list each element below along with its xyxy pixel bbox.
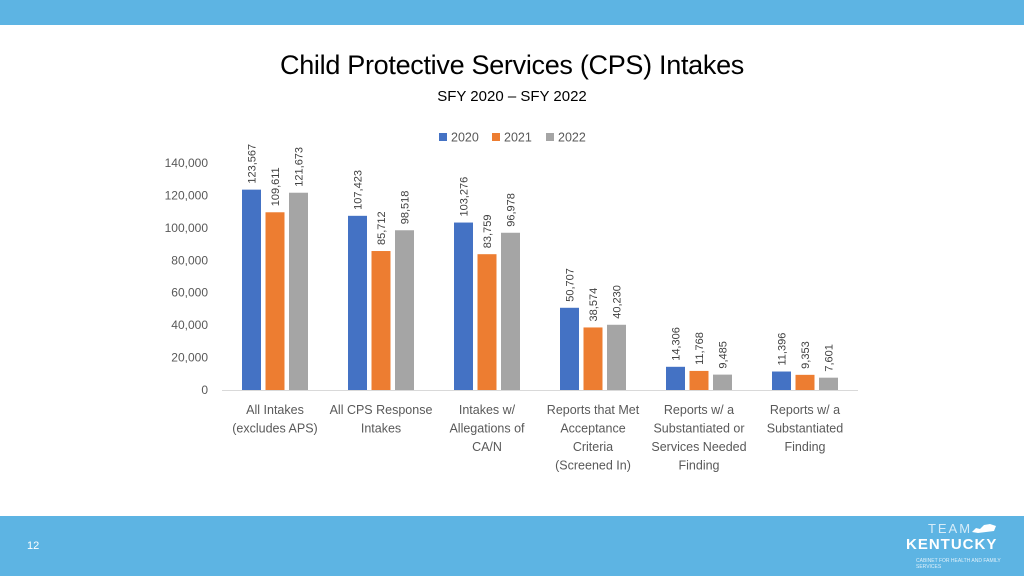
data-label-2022-cat4: 9,485 (718, 341, 730, 369)
category-label-5-line1: Substantiated (767, 422, 843, 436)
bar-2020-cat1 (348, 215, 367, 390)
bar-2022-cat5 (819, 377, 838, 390)
data-label-2021-cat1: 85,712 (376, 211, 388, 245)
bar-2022-cat4 (713, 374, 732, 390)
data-label-2021-cat4: 11,768 (694, 332, 706, 365)
bar-2022-cat0 (289, 192, 308, 390)
data-label-2021-cat2: 83,759 (482, 215, 494, 249)
data-label-2020-cat2: 103,276 (459, 177, 471, 217)
bar-2021-cat3 (583, 327, 603, 390)
bar-chart: 0 20,000 40,000 60,000 80,000 100,000 120,000 1… (165, 131, 858, 473)
data-label-2021-cat0: 109,611 (270, 167, 282, 206)
top-band (0, 0, 1024, 25)
category-label-1-line0: All CPS Response (330, 403, 433, 417)
legend-label-2020: 2020 (451, 131, 479, 145)
data-label-2021-cat5: 9,353 (800, 341, 812, 369)
bar-2021-cat0 (265, 212, 285, 390)
logo-state-text: KENTUCKY (906, 536, 998, 553)
y-tick-label-5: 100,000 (165, 221, 209, 235)
data-label-2020-cat1: 107,423 (353, 170, 365, 210)
bar-2020-cat3 (560, 307, 579, 390)
legend-label-2021: 2021 (504, 131, 532, 145)
bottom-band (0, 516, 1024, 576)
legend-label-2022: 2022 (558, 131, 586, 145)
bar-2020-cat0 (242, 189, 261, 390)
data-label-2022-cat5: 7,601 (824, 344, 836, 372)
category-label-4-line3: Finding (679, 459, 720, 473)
category-label-0-line0: All Intakes (246, 403, 304, 417)
legend-swatch-2020 (439, 133, 447, 141)
team-kentucky-logo: TEAM KENTUCKY CABINET FOR HEALTH AND FAM… (900, 521, 1012, 573)
category-label-2-line1: Allegations of (449, 422, 525, 436)
category-label-3-line1: Acceptance (560, 422, 625, 436)
bar-2020-cat5 (772, 371, 791, 390)
y-tick-label-1: 20,000 (171, 351, 208, 365)
data-label-2022-cat2: 96,978 (506, 193, 518, 227)
data-label-2021-cat3: 38,574 (588, 288, 600, 322)
logo-tagline: CABINET FOR HEALTH AND FAMILY SERVICES (916, 558, 1001, 570)
data-label-2022-cat1: 98,518 (400, 191, 412, 225)
bar-2020-cat2 (454, 222, 473, 390)
y-tick-label-2: 40,000 (171, 318, 208, 332)
category-label-4-line2: Services Needed (651, 440, 746, 454)
slide-title: Child Protective Services (CPS) Intakes (280, 50, 744, 80)
category-label-5-line0: Reports w/ a (770, 403, 840, 417)
y-tick-label-3: 60,000 (171, 286, 208, 300)
category-label-3-line3: (Screened In) (555, 459, 631, 473)
category-label-2-line0: Intakes w/ (459, 403, 516, 417)
data-label-2020-cat4: 14,306 (671, 327, 683, 361)
logo-team-text: TEAM (927, 521, 973, 536)
data-label-2022-cat0: 121,673 (294, 147, 306, 187)
bar-2022-cat1 (395, 230, 414, 390)
category-label-5-line2: Finding (785, 440, 826, 454)
slide-subtitle: SFY 2020 – SFY 2022 (437, 88, 587, 105)
bar-2022-cat3 (607, 324, 626, 390)
legend-swatch-2022 (546, 133, 554, 141)
bar-2021-cat2 (477, 254, 497, 390)
y-tick-label-4: 80,000 (171, 253, 208, 267)
category-label-3-line0: Reports that Met (547, 403, 640, 417)
bar-2021-cat5 (795, 374, 815, 390)
data-label-2020-cat0: 123,567 (247, 144, 259, 184)
legend-swatch-2021 (492, 133, 500, 141)
category-label-2-line2: CA/N (472, 440, 502, 454)
bar-2021-cat4 (689, 370, 709, 390)
bar-2021-cat1 (371, 251, 391, 390)
category-label-1-line1: Intakes (361, 422, 401, 436)
category-label-4-line1: Substantiated or (653, 422, 744, 436)
category-label-4-line0: Reports w/ a (664, 403, 734, 417)
data-label-2020-cat5: 11,396 (777, 333, 789, 366)
y-tick-label-0: 0 (201, 383, 208, 397)
y-tick-label-6: 120,000 (165, 188, 209, 202)
bar-2020-cat4 (666, 366, 685, 390)
category-label-3-line2: Criteria (573, 440, 613, 454)
data-label-2022-cat3: 40,230 (612, 285, 624, 319)
category-label-0-line1: (excludes APS) (232, 422, 317, 436)
y-tick-label-7: 140,000 (165, 156, 209, 170)
slide-number: 12 (27, 540, 40, 552)
bar-2022-cat2 (501, 232, 520, 390)
data-label-2020-cat3: 50,707 (565, 268, 577, 302)
kentucky-state-icon (972, 524, 996, 533)
